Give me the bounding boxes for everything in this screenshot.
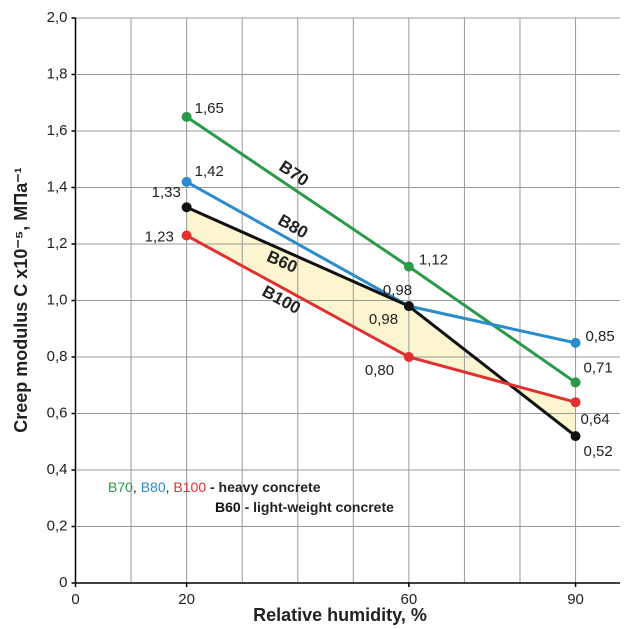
data-label: 0,98 (383, 282, 412, 299)
legend-separator: , (133, 479, 137, 495)
data-point (181, 176, 192, 187)
x-tick-label: 90 (567, 591, 584, 608)
y-tick-label: 2,0 (47, 9, 68, 26)
y-tick-label: 0,8 (47, 348, 68, 365)
data-point (403, 301, 414, 312)
data-point (181, 202, 192, 213)
y-axis-label: Creep modulus C x10⁻⁵, МПа⁻¹ (11, 167, 31, 432)
x-tick-label: 0 (71, 591, 79, 608)
data-point (181, 230, 192, 241)
data-label: 1,12 (419, 252, 448, 269)
data-label: 0,98 (369, 311, 398, 328)
data-label: 0,85 (586, 328, 615, 345)
data-point (403, 352, 414, 362)
legend-note-light: B60 - light-weight concrete (215, 499, 394, 515)
data-point (570, 377, 581, 388)
data-label: 0,64 (581, 411, 610, 428)
data-point (403, 261, 414, 272)
data-label: 0,80 (365, 362, 394, 379)
y-tick-label: 1,0 (47, 291, 68, 308)
legend-note-heavy: B70, B80, B100 - heavy concrete (108, 479, 321, 495)
data-label: 1,65 (195, 100, 224, 117)
legend-entry: B100 (173, 479, 206, 495)
legend-text: - light-weight concrete (245, 499, 395, 515)
x-axis-label: Relative humidity, % (253, 605, 427, 625)
y-tick-label: 0,6 (47, 404, 68, 421)
y-tick-label: 0,2 (47, 517, 68, 534)
data-label: 1,42 (195, 163, 224, 180)
data-label: 0,71 (584, 359, 613, 376)
legend-entry: B70 (108, 479, 133, 495)
y-tick-label: 0 (59, 574, 67, 591)
x-tick-label: 20 (178, 591, 195, 608)
y-tick-label: 1,8 (47, 65, 68, 82)
data-point (570, 431, 581, 442)
series-label: B80 (275, 211, 311, 243)
y-tick-label: 1,6 (47, 122, 68, 139)
x-tick-label: 60 (401, 591, 418, 608)
data-label: 1,23 (145, 228, 174, 245)
legend-entry: B80 (141, 479, 166, 495)
y-tick-label: 0,4 (47, 461, 68, 478)
data-point (570, 397, 581, 408)
y-tick-label: 1,2 (47, 235, 68, 252)
data-label: 0,52 (584, 443, 613, 460)
y-tick-label: 1,4 (47, 178, 68, 195)
legend-text: - heavy concrete (210, 479, 321, 495)
legend-separator: , (166, 479, 170, 495)
data-point (570, 337, 581, 348)
legend-entry: B60 (215, 499, 241, 515)
shaded-area (186, 207, 576, 437)
series-label: B70 (276, 157, 312, 190)
data-point (181, 111, 192, 122)
data-label: 1,33 (152, 184, 181, 201)
